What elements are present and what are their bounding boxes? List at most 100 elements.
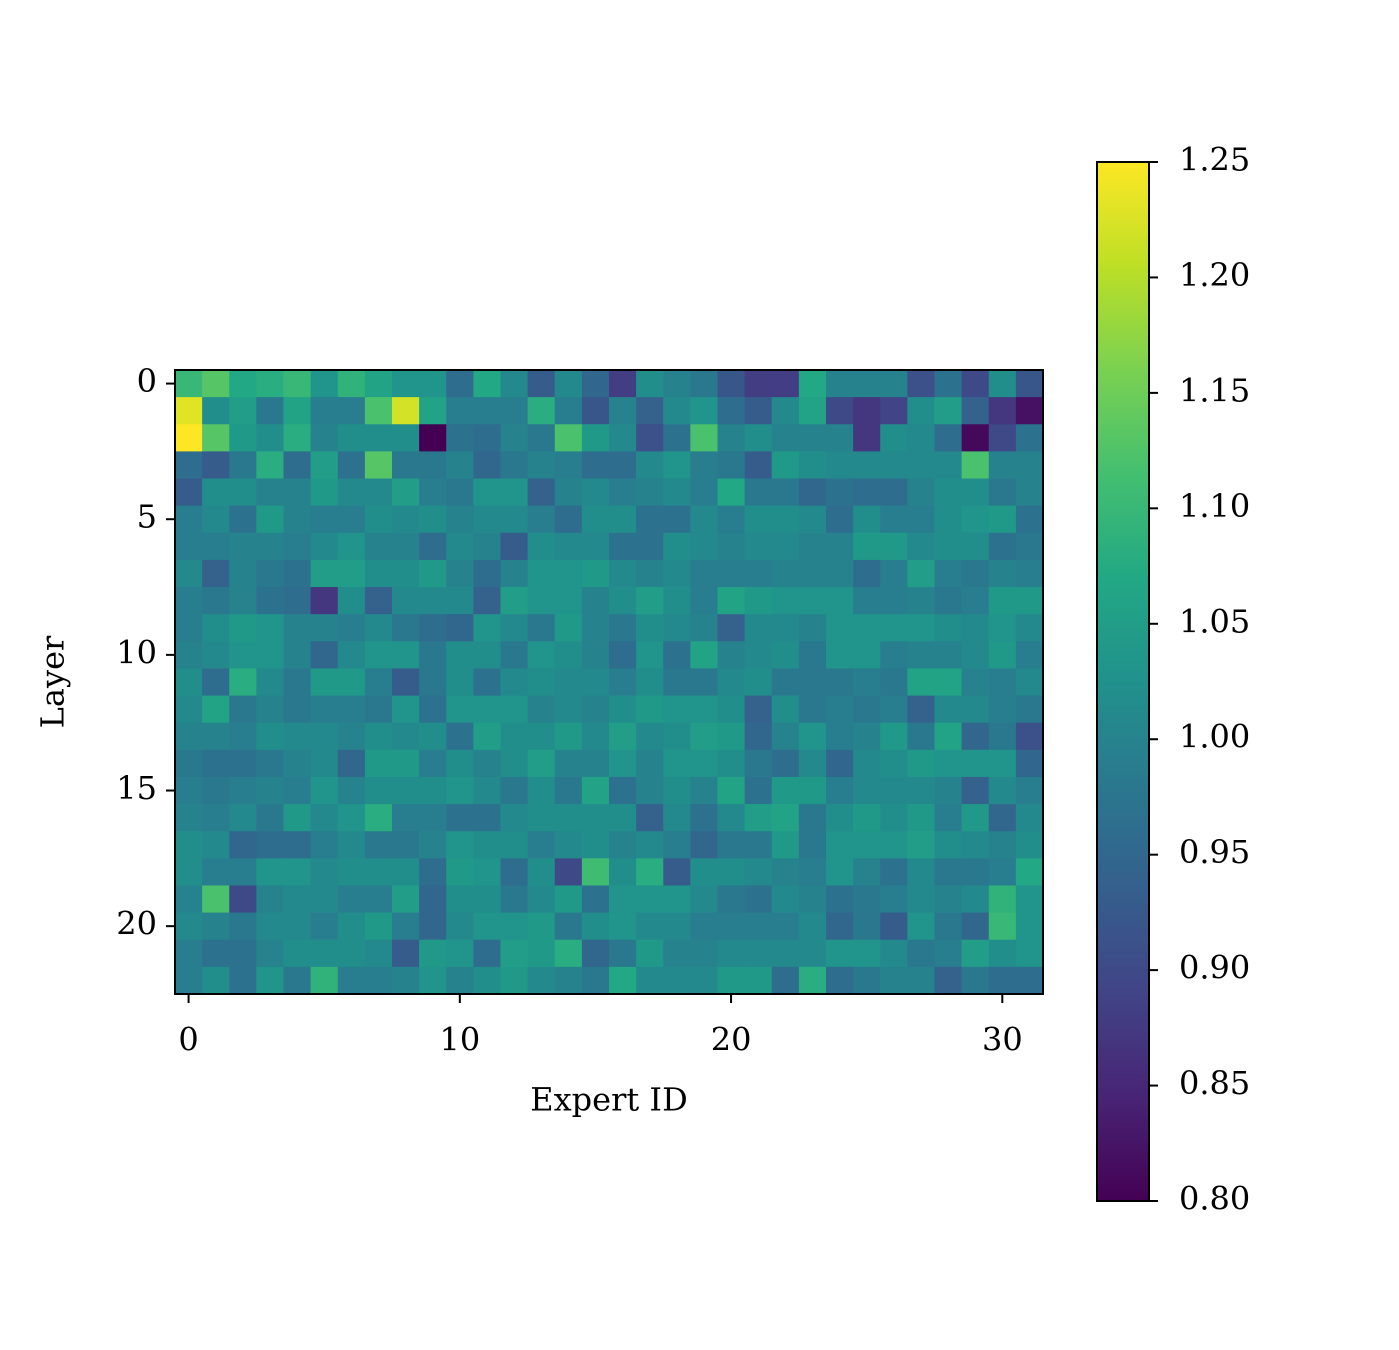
heatmap-cell bbox=[717, 451, 746, 480]
heatmap-cell bbox=[229, 478, 257, 507]
heatmap-cell bbox=[907, 587, 936, 615]
heatmap-cell bbox=[609, 424, 637, 452]
heatmap-cell bbox=[690, 532, 719, 561]
heatmap-cell bbox=[473, 939, 502, 968]
heatmap-cell bbox=[1015, 451, 1044, 480]
heatmap-cell bbox=[798, 370, 827, 398]
heatmap-cell bbox=[1015, 749, 1044, 778]
heatmap-cell bbox=[663, 885, 691, 914]
heatmap-cell bbox=[419, 641, 447, 670]
heatmap-cell bbox=[907, 804, 936, 832]
heatmap-cell bbox=[527, 966, 556, 995]
heatmap-cell bbox=[1015, 559, 1044, 588]
heatmap-cell bbox=[500, 532, 529, 561]
heatmap-cell bbox=[364, 939, 393, 968]
heatmap-cell bbox=[500, 722, 529, 751]
heatmap-cell bbox=[798, 966, 827, 995]
heatmap-cell bbox=[880, 831, 908, 859]
heatmap-cell bbox=[880, 966, 908, 995]
heatmap-cell bbox=[473, 505, 502, 534]
heatmap-cell bbox=[609, 885, 637, 914]
heatmap-cell bbox=[609, 722, 637, 751]
heatmap-cell bbox=[527, 614, 556, 642]
colorbar-tick-label: 1.05 bbox=[1179, 602, 1250, 640]
heatmap-cell bbox=[961, 749, 990, 778]
heatmap-cell bbox=[663, 912, 691, 941]
heatmap-cell bbox=[771, 804, 800, 832]
heatmap-cell bbox=[473, 776, 502, 805]
heatmap-cell bbox=[256, 478, 285, 507]
heatmap-cell bbox=[717, 478, 746, 507]
heatmap-cell bbox=[636, 370, 664, 398]
heatmap-cell bbox=[500, 885, 529, 914]
heatmap-cell bbox=[744, 776, 773, 805]
heatmap-cell bbox=[500, 505, 529, 534]
heatmap-cell bbox=[419, 858, 447, 887]
heatmap-cell bbox=[527, 885, 556, 914]
heatmap-cell bbox=[310, 424, 339, 452]
heatmap-cell bbox=[392, 505, 420, 534]
heatmap-cell bbox=[337, 749, 366, 778]
heatmap-cell bbox=[283, 559, 312, 588]
heatmap-cell bbox=[907, 939, 936, 968]
heatmap-cell bbox=[256, 722, 285, 751]
heatmap-cell bbox=[771, 532, 800, 561]
heatmap-cell bbox=[175, 885, 203, 914]
heatmap-cell bbox=[907, 370, 936, 398]
heatmap-cell bbox=[744, 668, 773, 697]
heatmap-cell bbox=[771, 451, 800, 480]
x-tick-label: 0 bbox=[178, 1021, 198, 1059]
heatmap-cell bbox=[554, 641, 583, 670]
heatmap-cell bbox=[744, 614, 773, 642]
heatmap-cell bbox=[310, 939, 339, 968]
heatmap-cell bbox=[581, 370, 610, 398]
heatmap-cell bbox=[907, 776, 936, 805]
heatmap-cell bbox=[419, 370, 447, 398]
heatmap-cell bbox=[419, 722, 447, 751]
heatmap-cell bbox=[310, 695, 339, 724]
heatmap-cell bbox=[175, 722, 203, 751]
heatmap-cell bbox=[1015, 776, 1044, 805]
heatmap-cell bbox=[880, 912, 908, 941]
heatmap-cell bbox=[446, 695, 474, 724]
heatmap-cell bbox=[256, 451, 285, 480]
heatmap-cell bbox=[473, 532, 502, 561]
heatmap-cell bbox=[446, 478, 474, 507]
heatmap-cell bbox=[500, 749, 529, 778]
heatmap-cell bbox=[717, 858, 746, 887]
heatmap-cell bbox=[419, 804, 447, 832]
heatmap-cell bbox=[717, 695, 746, 724]
heatmap-cell bbox=[907, 885, 936, 914]
heatmap-cell bbox=[419, 559, 447, 588]
heatmap-cell bbox=[880, 370, 908, 398]
heatmap-cell bbox=[853, 397, 881, 425]
heatmap-cell bbox=[609, 912, 637, 941]
heatmap-cell bbox=[364, 776, 393, 805]
heatmap-cell bbox=[934, 722, 963, 751]
heatmap-cell bbox=[175, 559, 203, 588]
heatmap-cell bbox=[392, 668, 420, 697]
heatmap-cell bbox=[771, 749, 800, 778]
heatmap-cell bbox=[256, 532, 285, 561]
heatmap-cell bbox=[826, 722, 854, 751]
heatmap-cell bbox=[500, 397, 529, 425]
heatmap-cell bbox=[554, 478, 583, 507]
heatmap-cell bbox=[853, 505, 881, 534]
heatmap-cell bbox=[283, 776, 312, 805]
heatmap-cell bbox=[717, 505, 746, 534]
heatmap-cell bbox=[446, 804, 474, 832]
heatmap-cell bbox=[283, 749, 312, 778]
heatmap-cell bbox=[690, 370, 719, 398]
heatmap-cell bbox=[446, 424, 474, 452]
heatmap-cell bbox=[229, 776, 257, 805]
heatmap-cell bbox=[771, 397, 800, 425]
heatmap-cell bbox=[826, 532, 854, 561]
heatmap-cell bbox=[175, 641, 203, 670]
heatmap-cell bbox=[690, 885, 719, 914]
heatmap-cell bbox=[717, 831, 746, 859]
heatmap-cell bbox=[744, 478, 773, 507]
heatmap-cell bbox=[283, 505, 312, 534]
heatmap-cell bbox=[690, 614, 719, 642]
heatmap-cell bbox=[256, 912, 285, 941]
heatmap-cell bbox=[880, 478, 908, 507]
